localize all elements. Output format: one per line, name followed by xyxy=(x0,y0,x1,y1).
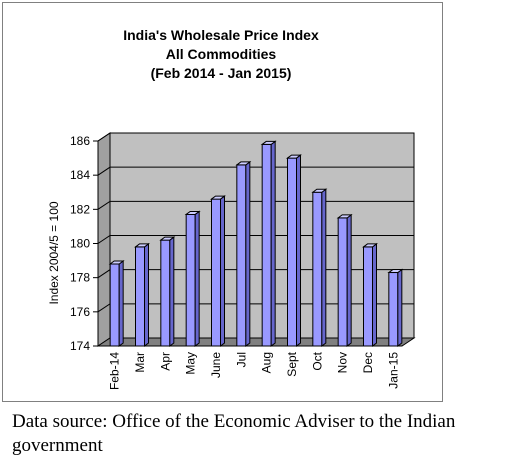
y-tick-label: 182 xyxy=(70,202,90,216)
bar-side xyxy=(144,242,149,347)
y-tick-label: 174 xyxy=(70,339,90,353)
x-tick-label: Feb-14 xyxy=(108,352,122,390)
bar xyxy=(286,154,302,347)
bar-top xyxy=(311,188,328,193)
x-tick-label: Oct xyxy=(310,351,324,370)
gridline xyxy=(97,132,414,142)
y-tick-label: 186 xyxy=(70,134,90,148)
chart-title: India's Wholesale Price Index All Commod… xyxy=(123,27,319,81)
bar-front xyxy=(211,198,221,347)
gridline xyxy=(97,166,414,176)
wpi-bar-chart: India's Wholesale Price Index All Commod… xyxy=(47,27,416,390)
bar xyxy=(235,160,252,347)
bar-top xyxy=(210,195,226,200)
x-tick-label: Jan-15 xyxy=(386,352,400,389)
bar xyxy=(159,236,176,347)
bar xyxy=(336,213,353,347)
bar-top xyxy=(336,214,353,219)
x-tick-label: Apr xyxy=(158,352,172,371)
bar xyxy=(311,188,328,347)
bar-front xyxy=(185,213,196,347)
bar-side xyxy=(321,188,327,347)
bar-side xyxy=(220,195,225,347)
source-note: Data source: Office of the Economic Advi… xyxy=(12,411,456,456)
bar-front xyxy=(312,191,323,347)
bar-top xyxy=(260,140,277,145)
bar-top xyxy=(184,210,201,215)
bar-top xyxy=(159,236,176,241)
bar-front xyxy=(236,164,247,347)
bar-front xyxy=(261,143,272,347)
chart-title-line-1: India's Wholesale Price Index xyxy=(123,27,319,43)
bar-front xyxy=(109,263,120,347)
x-tick-label: June xyxy=(209,352,223,378)
bar xyxy=(184,210,201,347)
bar-top xyxy=(134,243,150,248)
bar-front xyxy=(363,246,373,347)
y-axis-label: Index 2004/5 = 100 xyxy=(47,201,61,304)
x-tick-label: Dec xyxy=(361,352,375,373)
y-tick-label: 184 xyxy=(70,168,90,182)
x-tick-label: Nov xyxy=(336,352,350,373)
bar-top xyxy=(235,161,252,166)
bar-front xyxy=(337,217,348,347)
bar xyxy=(387,268,404,347)
x-tick-label: Sept xyxy=(285,351,299,376)
bar-front xyxy=(287,157,297,347)
bar-side xyxy=(194,210,200,347)
plot-area: 174 176 178 180 182 184 186 Feb-14 Mar Apr May June… xyxy=(70,132,416,390)
bar-side xyxy=(245,160,251,347)
bar-top xyxy=(387,269,404,274)
bar-side xyxy=(296,154,301,347)
bar-front xyxy=(160,239,171,347)
bar-side xyxy=(372,242,377,347)
x-tick-label: May xyxy=(184,352,198,375)
bar xyxy=(108,260,125,347)
bar-top xyxy=(286,154,302,159)
x-tick-label: Aug xyxy=(260,352,274,373)
chart-title-line-3: (Feb 2014 - Jan 2015) xyxy=(151,65,292,81)
bar-front xyxy=(135,246,145,347)
y-tick-label: 176 xyxy=(70,305,90,319)
bar-side xyxy=(169,236,175,347)
bar xyxy=(260,140,277,347)
bar-top xyxy=(362,243,378,248)
bar-side xyxy=(346,213,352,347)
bar xyxy=(362,242,378,347)
bar-front xyxy=(388,272,399,347)
x-tick-label: Jul xyxy=(234,352,248,367)
chart-title-line-2: All Commodities xyxy=(166,46,277,62)
bar xyxy=(210,195,226,347)
chart-frame: India's Wholesale Price Index All Commod… xyxy=(2,2,443,402)
x-tick-label: Mar xyxy=(133,352,147,373)
bar-side xyxy=(397,268,403,347)
bar-side xyxy=(118,260,124,347)
y-tick-label: 180 xyxy=(70,237,90,251)
bar xyxy=(134,242,150,347)
bar-top xyxy=(108,260,125,265)
y-tick-label: 178 xyxy=(70,271,90,285)
bar-side xyxy=(270,140,276,347)
